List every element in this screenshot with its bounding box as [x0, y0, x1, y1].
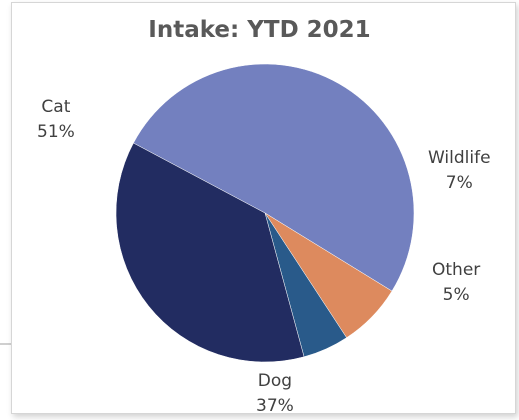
slice-label-dog: Dog 37%	[256, 369, 294, 419]
slice-name-dog: Dog	[257, 371, 293, 391]
slice-label-cat: Cat 51%	[37, 95, 75, 145]
slice-percent-other: 5%	[442, 285, 470, 305]
slice-label-wildlife: Wildlife 7%	[428, 146, 491, 196]
slice-percent-wildlife: 7%	[445, 173, 473, 193]
slice-percent-cat: 51%	[37, 122, 75, 142]
chart-title: Intake: YTD 2021	[148, 17, 371, 43]
slice-label-other: Other 5%	[432, 258, 480, 308]
slice-name-cat: Cat	[41, 97, 71, 117]
slice-name-wildlife: Wildlife	[428, 148, 491, 168]
pie-slice-cat	[133, 63, 415, 292]
pie-slice-dog	[115, 142, 305, 363]
slice-percent-dog: 37%	[256, 396, 294, 416]
background-divider	[0, 343, 14, 345]
slice-name-other: Other	[432, 260, 481, 280]
